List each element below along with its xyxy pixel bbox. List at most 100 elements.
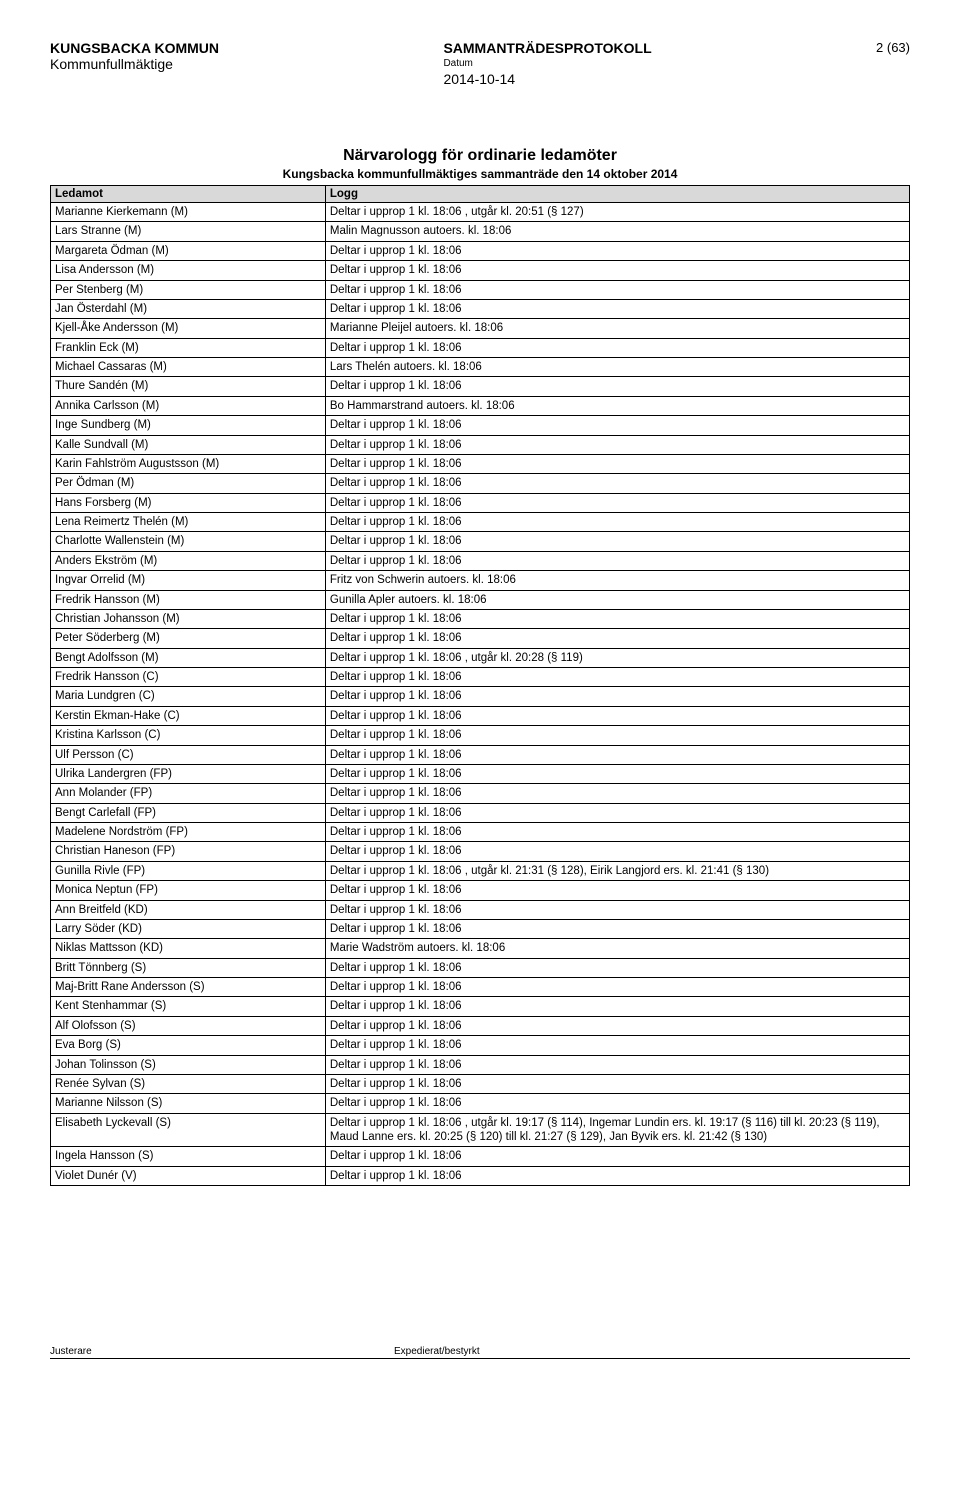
cell-logg: Deltar i upprop 1 kl. 18:06	[325, 1166, 909, 1185]
cell-ledamot: Maria Lundgren (C)	[51, 687, 326, 706]
cell-logg: Deltar i upprop 1 kl. 18:06	[325, 261, 909, 280]
cell-ledamot: Kristina Karlsson (C)	[51, 726, 326, 745]
cell-logg: Deltar i upprop 1 kl. 18:06 , utgår kl. …	[325, 861, 909, 880]
table-row: Christian Haneson (FP)Deltar i upprop 1 …	[51, 842, 910, 861]
table-row: Ingvar Orrelid (M)Fritz von Schwerin aut…	[51, 571, 910, 590]
table-row: Christian Johansson (M)Deltar i upprop 1…	[51, 609, 910, 628]
cell-ledamot: Ulf Persson (C)	[51, 745, 326, 764]
cell-ledamot: Violet Dunér (V)	[51, 1166, 326, 1185]
table-row: Thure Sandén (M)Deltar i upprop 1 kl. 18…	[51, 377, 910, 396]
cell-logg: Deltar i upprop 1 kl. 18:06	[325, 764, 909, 783]
table-row: Britt Tönnberg (S)Deltar i upprop 1 kl. …	[51, 958, 910, 977]
cell-ledamot: Karin Fahlström Augustsson (M)	[51, 454, 326, 473]
table-row: Annika Carlsson (M)Bo Hammarstrand autoe…	[51, 396, 910, 415]
table-row: Kjell-Åke Andersson (M)Marianne Pleijel …	[51, 319, 910, 338]
cell-logg: Deltar i upprop 1 kl. 18:06	[325, 745, 909, 764]
cell-ledamot: Charlotte Wallenstein (M)	[51, 532, 326, 551]
cell-ledamot: Christian Haneson (FP)	[51, 842, 326, 861]
cell-ledamot: Lena Reimertz Thelén (M)	[51, 513, 326, 532]
cell-logg: Deltar i upprop 1 kl. 18:06	[325, 687, 909, 706]
table-row: Hans Forsberg (M)Deltar i upprop 1 kl. 1…	[51, 493, 910, 512]
cell-logg: Deltar i upprop 1 kl. 18:06	[325, 299, 909, 318]
cell-ledamot: Kjell-Åke Andersson (M)	[51, 319, 326, 338]
cell-logg: Deltar i upprop 1 kl. 18:06	[325, 493, 909, 512]
table-row: Elisabeth Lyckevall (S)Deltar i upprop 1…	[51, 1113, 910, 1147]
table-row: Kerstin Ekman-Hake (C)Deltar i upprop 1 …	[51, 706, 910, 725]
cell-ledamot: Madelene Nordström (FP)	[51, 823, 326, 842]
cell-ledamot: Peter Söderberg (M)	[51, 629, 326, 648]
cell-logg: Marie Wadström autoers. kl. 18:06	[325, 939, 909, 958]
page-title: Närvarologg för ordinarie ledamöter	[50, 147, 910, 165]
table-row: Ulf Persson (C)Deltar i upprop 1 kl. 18:…	[51, 745, 910, 764]
cell-logg: Deltar i upprop 1 kl. 18:06	[325, 609, 909, 628]
cell-logg: Deltar i upprop 1 kl. 18:06	[325, 280, 909, 299]
cell-logg: Deltar i upprop 1 kl. 18:06 , utgår kl. …	[325, 1113, 909, 1147]
cell-ledamot: Michael Cassaras (M)	[51, 358, 326, 377]
table-row: Eva Borg (S)Deltar i upprop 1 kl. 18:06	[51, 1036, 910, 1055]
col-header-logg: Logg	[325, 186, 909, 203]
cell-logg: Deltar i upprop 1 kl. 18:06	[325, 377, 909, 396]
cell-logg: Deltar i upprop 1 kl. 18:06	[325, 978, 909, 997]
cell-ledamot: Ingvar Orrelid (M)	[51, 571, 326, 590]
cell-ledamot: Anders Ekström (M)	[51, 551, 326, 570]
cell-logg: Deltar i upprop 1 kl. 18:06	[325, 1036, 909, 1055]
cell-ledamot: Ulrika Landergren (FP)	[51, 764, 326, 783]
table-row: Madelene Nordström (FP)Deltar i upprop 1…	[51, 823, 910, 842]
cell-logg: Marianne Pleijel autoers. kl. 18:06	[325, 319, 909, 338]
cell-ledamot: Jan Österdahl (M)	[51, 299, 326, 318]
cell-logg: Deltar i upprop 1 kl. 18:06	[325, 726, 909, 745]
cell-ledamot: Britt Tönnberg (S)	[51, 958, 326, 977]
table-row: Larry Söder (KD)Deltar i upprop 1 kl. 18…	[51, 919, 910, 938]
page-footer: Justerare Expedierat/bestyrkt	[50, 1346, 910, 1357]
table-row: Ann Breitfeld (KD)Deltar i upprop 1 kl. …	[51, 900, 910, 919]
cell-ledamot: Lisa Andersson (M)	[51, 261, 326, 280]
cell-ledamot: Johan Tolinsson (S)	[51, 1055, 326, 1074]
cell-ledamot: Lars Stranne (M)	[51, 222, 326, 241]
footer-line	[50, 1358, 910, 1359]
table-row: Jan Österdahl (M)Deltar i upprop 1 kl. 1…	[51, 299, 910, 318]
cell-ledamot: Per Ödman (M)	[51, 474, 326, 493]
table-row: Inge Sundberg (M)Deltar i upprop 1 kl. 1…	[51, 416, 910, 435]
cell-logg: Deltar i upprop 1 kl. 18:06 , utgår kl. …	[325, 203, 909, 222]
table-row: Bengt Adolfsson (M)Deltar i upprop 1 kl.…	[51, 648, 910, 667]
table-row: Lena Reimertz Thelén (M)Deltar i upprop …	[51, 513, 910, 532]
doc-date: 2014-10-14	[443, 71, 651, 87]
cell-logg: Deltar i upprop 1 kl. 18:06	[325, 900, 909, 919]
table-row: Kristina Karlsson (C)Deltar i upprop 1 k…	[51, 726, 910, 745]
cell-ledamot: Ann Molander (FP)	[51, 784, 326, 803]
footer-expedierat: Expedierat/bestyrkt	[394, 1346, 910, 1357]
cell-ledamot: Elisabeth Lyckevall (S)	[51, 1113, 326, 1147]
cell-ledamot: Ingela Hansson (S)	[51, 1147, 326, 1166]
table-row: Peter Söderberg (M)Deltar i upprop 1 kl.…	[51, 629, 910, 648]
cell-ledamot: Alf Olofsson (S)	[51, 1016, 326, 1035]
cell-ledamot: Gunilla Rivle (FP)	[51, 861, 326, 880]
cell-ledamot: Per Stenberg (M)	[51, 280, 326, 299]
page-header: KUNGSBACKA KOMMUN Kommunfullmäktige SAMM…	[50, 40, 910, 87]
table-row: Johan Tolinsson (S)Deltar i upprop 1 kl.…	[51, 1055, 910, 1074]
cell-logg: Deltar i upprop 1 kl. 18:06	[325, 338, 909, 357]
cell-logg: Deltar i upprop 1 kl. 18:06	[325, 784, 909, 803]
cell-ledamot: Thure Sandén (M)	[51, 377, 326, 396]
cell-ledamot: Eva Borg (S)	[51, 1036, 326, 1055]
cell-logg: Malin Magnusson autoers. kl. 18:06	[325, 222, 909, 241]
table-row: Gunilla Rivle (FP)Deltar i upprop 1 kl. …	[51, 861, 910, 880]
cell-logg: Deltar i upprop 1 kl. 18:06	[325, 454, 909, 473]
cell-ledamot: Monica Neptun (FP)	[51, 881, 326, 900]
cell-logg: Deltar i upprop 1 kl. 18:06	[325, 823, 909, 842]
table-row: Lars Stranne (M)Malin Magnusson autoers.…	[51, 222, 910, 241]
table-row: Lisa Andersson (M)Deltar i upprop 1 kl. …	[51, 261, 910, 280]
table-row: Bengt Carlefall (FP)Deltar i upprop 1 kl…	[51, 803, 910, 822]
cell-ledamot: Bengt Adolfsson (M)	[51, 648, 326, 667]
table-row: Per Stenberg (M)Deltar i upprop 1 kl. 18…	[51, 280, 910, 299]
cell-ledamot: Marianne Kierkemann (M)	[51, 203, 326, 222]
table-row: Franklin Eck (M)Deltar i upprop 1 kl. 18…	[51, 338, 910, 357]
header-center: SAMMANTRÄDESPROTOKOLL Datum 2014-10-14	[443, 40, 651, 87]
table-row: Karin Fahlström Augustsson (M)Deltar i u…	[51, 454, 910, 473]
org-name: KUNGSBACKA KOMMUN	[50, 40, 219, 56]
table-row: Niklas Mattsson (KD)Marie Wadström autoe…	[51, 939, 910, 958]
cell-logg: Deltar i upprop 1 kl. 18:06	[325, 416, 909, 435]
cell-logg: Deltar i upprop 1 kl. 18:06	[325, 435, 909, 454]
page-number: 2 (63)	[876, 40, 910, 87]
cell-ledamot: Fredrik Hansson (C)	[51, 668, 326, 687]
cell-logg: Deltar i upprop 1 kl. 18:06	[325, 629, 909, 648]
